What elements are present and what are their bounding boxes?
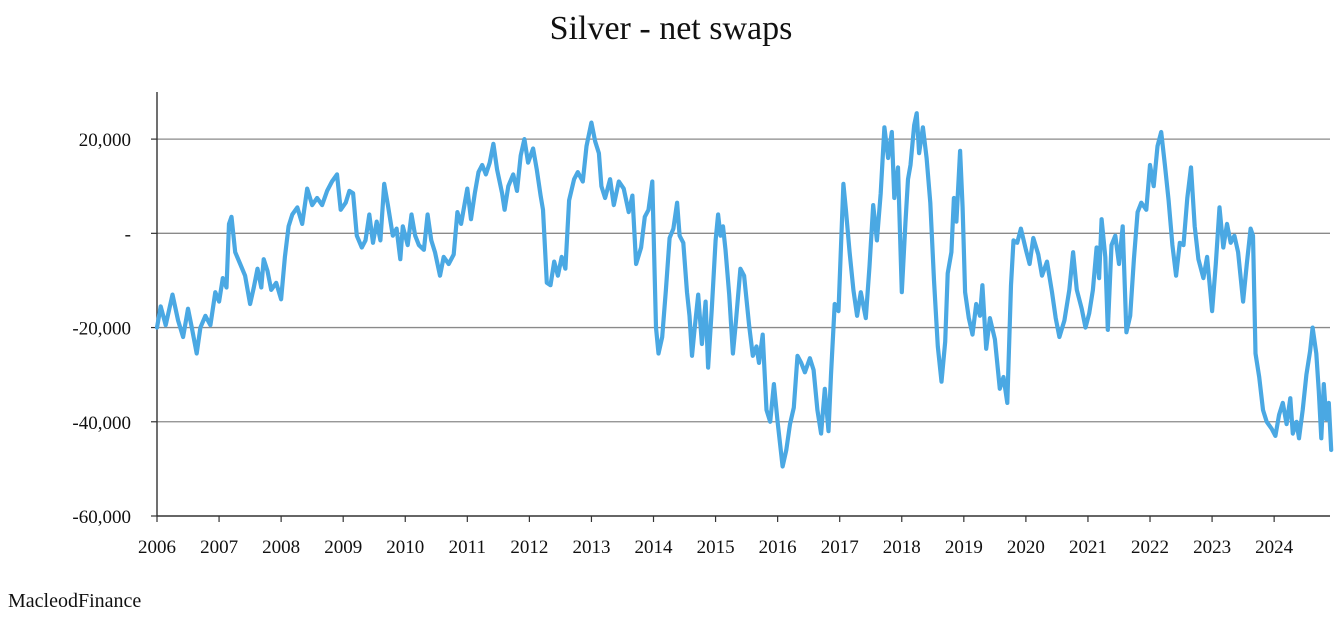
gridlines — [157, 138, 1330, 423]
x-tick-label: 2019 — [945, 537, 983, 558]
y-tick-label: - — [125, 224, 131, 245]
y-tick-label: -60,000 — [72, 507, 131, 528]
x-tick-label: 2010 — [386, 537, 424, 558]
y-tick-label: 20,000 — [79, 130, 131, 151]
x-tick-label: 2017 — [821, 537, 859, 558]
y-tick-label: -40,000 — [72, 413, 131, 434]
x-tick-label: 2006 — [138, 537, 176, 558]
x-tick-label: 2015 — [697, 537, 735, 558]
x-tick-label: 2016 — [759, 537, 797, 558]
x-tick-label: 2024 — [1255, 537, 1294, 558]
x-tick-label: 2014 — [635, 537, 674, 558]
chart-title: Silver - net swaps — [549, 10, 793, 47]
y-tick-labels: 20,000 - -20,000 -40,000 -60,000 — [72, 130, 131, 528]
x-tick-labels: 2006 2007 2008 2009 2010 2011 2012 2013 2014 2015… — [138, 537, 1294, 558]
x-tick-label: 2011 — [449, 537, 486, 558]
x-tick-label: 2013 — [572, 537, 610, 558]
x-tick-label: 2012 — [510, 537, 548, 558]
axes — [151, 92, 1330, 522]
series-layer — [154, 111, 1334, 469]
source-label: MacleodFinance — [8, 590, 142, 612]
x-tick-label: 2008 — [262, 537, 300, 558]
x-tick-label: 2009 — [324, 537, 362, 558]
x-tick-label: 2020 — [1007, 537, 1045, 558]
x-tick-label: 2022 — [1131, 537, 1169, 558]
x-tick-label: 2021 — [1069, 537, 1107, 558]
x-tick-label: 2023 — [1193, 537, 1231, 558]
x-tick-label: 2007 — [200, 537, 238, 558]
series-line — [154, 111, 1334, 469]
y-tick-label: -20,000 — [72, 319, 131, 340]
x-tick-label: 2018 — [883, 537, 921, 558]
